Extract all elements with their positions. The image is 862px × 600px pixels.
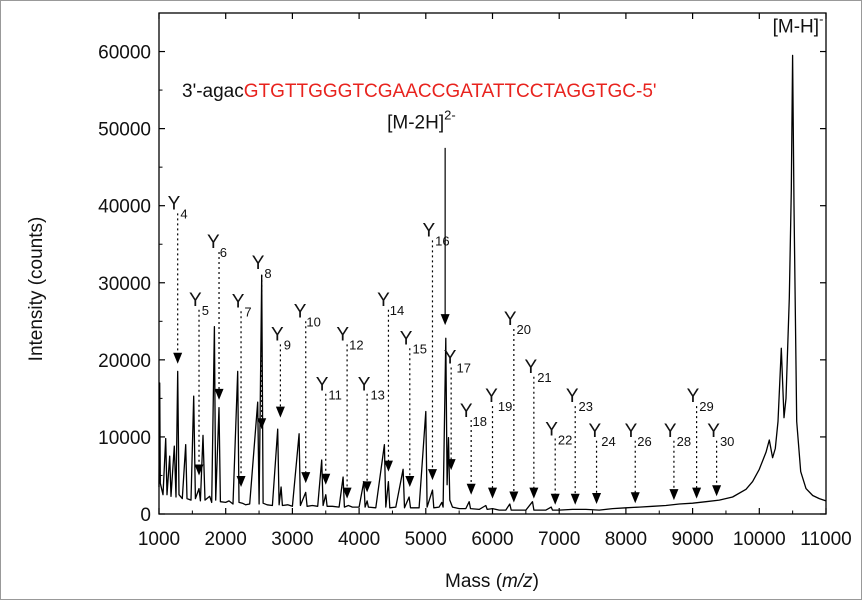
fragment-y9-arrowhead [275,406,285,418]
fragment-y11-arrowhead [321,473,331,485]
fragment-label-y22: Y22 [545,419,572,447]
fragment-y29-arrowhead [692,487,702,499]
x-tick-label: 1000 [138,529,180,550]
fragment-y28-arrowhead [669,489,679,501]
fragment-label-y19: Y19 [485,386,512,414]
fragment-label-y12: Y12 [336,325,363,353]
fragment-label-y15: Y15 [400,328,427,356]
fragment-label-y6: Y6 [207,232,227,260]
sequence-prefix: 3'-agac [182,81,244,102]
fragment-label-y26: Y26 [625,421,652,449]
fragment-y7-arrowhead [236,476,246,488]
x-axis-title: Mass (m/z) [445,571,539,592]
fragment-y22-arrowhead [550,493,560,505]
parent-ion-2h-label: [M-2H]2- [387,108,456,134]
sequence-label: 3'-agacGTGTTGGGTCGAACCGATATTCCTAGGTGC-5' [182,81,657,102]
fragment-label-y29: Y29 [687,386,714,414]
fragment-y4-arrowhead [173,352,183,364]
fragment-y15-arrowhead [405,476,415,488]
x-tick-label: 2000 [205,529,247,550]
fragment-y18-arrowhead [466,483,476,495]
parent-ion-label: [M-H]- [773,11,824,37]
fragment-y24-arrowhead [592,492,602,504]
fragment-label-y4: Y4 [168,194,188,222]
y-tick-label: 60000 [98,43,151,64]
parent-ion-2h-arrowhead [440,314,450,326]
x-tick-label: 8000 [605,529,647,550]
fragment-label-y8: Y8 [252,253,272,281]
fragment-label-y24: Y24 [589,421,616,449]
fragment-y30-arrowhead [712,485,722,497]
y-tick-label: 40000 [98,197,151,218]
fragment-y17-arrowhead [446,459,456,471]
fragment-y21-arrowhead [529,487,539,499]
fragment-y12-arrowhead [342,487,352,499]
fragment-annotations: Y4Y5Y6Y7Y8Y9Y10Y11Y12Y13Y14Y15Y16Y17Y18Y… [168,11,824,505]
fragment-y23-arrowhead [570,493,580,505]
fragment-label-y30: Y30 [707,421,734,449]
y-tick-label: 0 [140,505,151,526]
sequence-highlight: GTGTTGGGTCGAACCGATATTCCTAGGTGC-5' [244,81,657,102]
y-tick-label: 50000 [98,120,151,141]
fragment-y20-arrowhead [509,491,519,503]
x-tick-label: 10000 [733,529,786,550]
fragment-label-y16: Y16 [422,221,449,249]
y-tick-label: 30000 [98,274,151,295]
fragment-label-y7: Y7 [232,291,252,319]
fragment-y10-arrowhead [301,472,311,484]
fragment-label-y20: Y20 [504,309,531,337]
tick-group: 1000 2000 3000 4000 5000 6000 7000 8000 9000 1000… [98,13,852,550]
spectrum-series [158,54,827,511]
y-axis-title: Intensity (counts) [26,217,47,362]
fragment-label-y9: Y9 [271,325,291,353]
fragment-label-y18: Y18 [460,401,487,429]
x-tick-label: 11000 [800,529,851,550]
x-tick-label: 4000 [338,529,380,550]
y-tick-label: 20000 [98,351,151,372]
x-tick-label: 9000 [671,529,713,550]
x-tick-label: 5000 [405,529,447,550]
x-tick-label: 3000 [271,529,313,550]
fragment-y13-arrowhead [362,481,372,493]
fragment-label-y21: Y21 [525,357,552,385]
fragment-label-y11: Y11 [316,375,342,403]
fragment-y6-arrowhead [214,388,224,400]
x-tick-label: 7000 [538,529,580,550]
fragment-y26-arrowhead [630,492,640,504]
fragment-y14-arrowhead [383,460,393,472]
fragment-label-y17: Y17 [444,348,471,376]
fragment-label-y10: Y10 [294,301,321,329]
spectrum-line [158,54,827,511]
x-tick-label: 6000 [471,529,513,550]
fragment-y8-arrowhead [257,418,267,430]
fragment-label-y14: Y14 [377,290,404,318]
fragment-label-y28: Y28 [664,421,691,449]
fragment-label-y23: Y23 [566,386,593,414]
fragment-y16-arrowhead [427,469,437,481]
fragment-y5-arrowhead [194,464,204,476]
y-tick-label: 10000 [98,428,151,449]
fragment-label-y13: Y13 [358,375,385,403]
fragment-y19-arrowhead [488,487,497,499]
fragment-label-y5: Y5 [189,290,209,318]
